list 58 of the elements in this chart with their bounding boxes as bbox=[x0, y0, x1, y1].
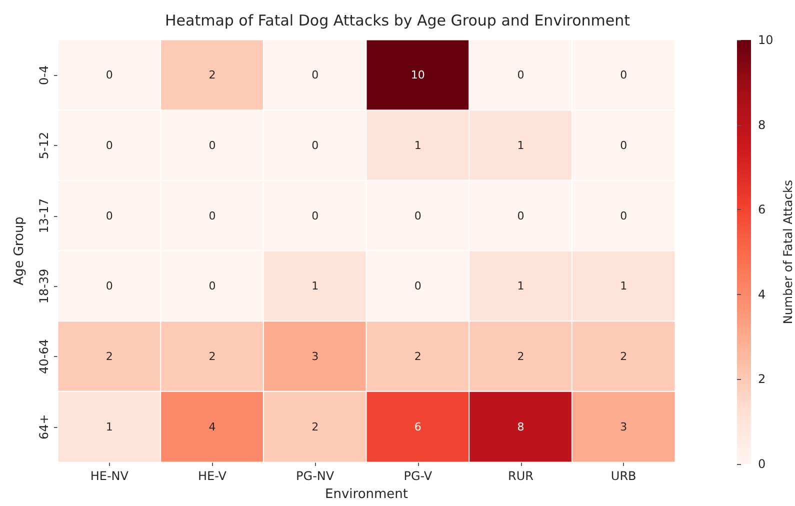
data-label: 3 bbox=[312, 350, 319, 363]
color-bar-label: 4 bbox=[758, 287, 766, 302]
data-label: 4 bbox=[208, 420, 216, 434]
data-label: 1 bbox=[517, 280, 524, 293]
y-tick-label: 13-17 bbox=[37, 198, 51, 234]
data-label: 8 bbox=[517, 420, 524, 434]
data-label: 0 bbox=[208, 209, 216, 222]
data-label: 0 bbox=[312, 209, 319, 222]
data-label: 10 bbox=[410, 68, 425, 82]
y-tick-label: 18-39 bbox=[37, 268, 51, 304]
y-tick-label: 40-64 bbox=[37, 339, 51, 374]
data-label: 0 bbox=[620, 139, 628, 152]
x-axis-title: Environment bbox=[324, 487, 408, 502]
data-label: 0 bbox=[208, 139, 216, 152]
x-tick-label: PG-V bbox=[404, 469, 433, 483]
data-label: 0 bbox=[106, 280, 113, 293]
data-label: 2 bbox=[620, 350, 628, 363]
x-tick-label: PG-NV bbox=[296, 469, 335, 483]
data-label: 0 bbox=[106, 139, 113, 152]
data-label: 0 bbox=[208, 280, 216, 293]
y-tick-label: 64+ bbox=[37, 414, 51, 440]
y-tick-label: 5-12 bbox=[37, 132, 51, 160]
y-axis-title: Age Group bbox=[12, 216, 27, 286]
x-tick-label: HE-NV bbox=[90, 469, 130, 483]
data-label: 1 bbox=[620, 280, 628, 293]
x-tick-label: RUR bbox=[508, 469, 534, 483]
data-label: 0 bbox=[517, 68, 524, 82]
y-tick-label: 0-4 bbox=[37, 65, 51, 85]
data-label: 6 bbox=[414, 420, 422, 434]
data-label: 0 bbox=[414, 280, 422, 293]
data-label: 2 bbox=[414, 350, 422, 363]
color-bar-label: 8 bbox=[758, 118, 766, 132]
data-label: 2 bbox=[208, 68, 216, 82]
color-bar-label: 0 bbox=[758, 457, 766, 471]
color-bar-label: 2 bbox=[758, 372, 766, 386]
data-label: 3 bbox=[620, 420, 628, 434]
data-label: 2 bbox=[208, 350, 216, 363]
color-bar-label: 10 bbox=[758, 33, 774, 47]
data-label: 1 bbox=[106, 420, 113, 434]
data-label: 1 bbox=[312, 280, 319, 293]
chart-title: Heatmap of Fatal Dog Attacks by Age Group and Environment bbox=[165, 12, 630, 30]
color-bar-title: Number of Fatal Attacks bbox=[781, 180, 795, 324]
data-label: 0 bbox=[620, 209, 628, 222]
x-tick-label: HE-V bbox=[198, 469, 228, 483]
x-tick-label: URB bbox=[610, 469, 636, 483]
color-bar-label: 6 bbox=[758, 202, 766, 217]
data-label: 0 bbox=[517, 209, 524, 222]
data-label: 2 bbox=[312, 420, 319, 434]
data-label: 0 bbox=[106, 68, 113, 82]
data-label: 0 bbox=[312, 139, 319, 152]
data-label: 0 bbox=[312, 68, 319, 82]
data-label: 1 bbox=[414, 139, 422, 152]
data-label: 0 bbox=[414, 209, 422, 222]
data-label: 0 bbox=[106, 209, 113, 222]
data-label: 2 bbox=[517, 350, 524, 363]
data-label: 0 bbox=[620, 68, 628, 82]
data-label: 2 bbox=[106, 350, 113, 363]
data-label: 1 bbox=[517, 139, 524, 152]
